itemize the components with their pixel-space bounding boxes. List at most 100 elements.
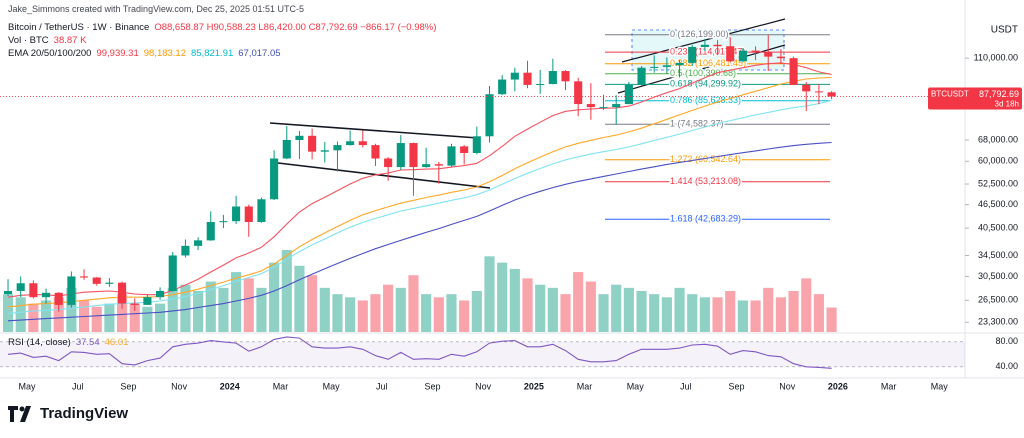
- candle-body: [371, 145, 380, 159]
- y-tick-label: 23,300.00: [978, 317, 1018, 327]
- volume-bar: [269, 262, 280, 332]
- volume-bar: [674, 287, 685, 332]
- volume-bar: [712, 297, 723, 332]
- candle-body: [219, 221, 228, 223]
- x-tick-label: Sep: [120, 381, 136, 391]
- x-tick-label: Jul: [680, 381, 692, 391]
- candle-body: [814, 91, 823, 93]
- candle-body: [54, 292, 63, 305]
- volume-bar: [522, 278, 533, 332]
- volume-bar: [763, 287, 774, 332]
- x-tick-label: May: [323, 381, 341, 391]
- candle-body: [789, 58, 798, 85]
- candle-body: [536, 84, 545, 86]
- currency-label: USDT: [991, 25, 1018, 36]
- candle-body: [624, 84, 633, 105]
- candle-body: [802, 84, 811, 92]
- price-tag: [928, 87, 1022, 110]
- volume-bar: [40, 300, 52, 332]
- volume-bar: [129, 303, 140, 332]
- fib-label: 1.618 (42,683.29): [670, 214, 741, 224]
- volume-bar: [813, 294, 824, 332]
- volume-bar: [535, 284, 546, 332]
- fib-label: 1.414 (53,213.08): [670, 176, 741, 186]
- y-tick-label: 30,500.00: [978, 271, 1018, 281]
- y-tick-label: 40,500.00: [978, 223, 1018, 233]
- x-tick-label: Nov: [171, 381, 188, 391]
- volume-bar: [281, 250, 292, 332]
- x-tick-label: 2026: [828, 381, 848, 391]
- ema-value: 99,939.31: [96, 48, 139, 59]
- candle-body: [156, 290, 165, 298]
- volume-bar: [319, 287, 330, 332]
- volume-bar: [2, 294, 14, 332]
- fib-label: 0.618 (94,299.92): [670, 79, 741, 89]
- volume-bar: [66, 287, 77, 332]
- volume-bar: [155, 303, 166, 332]
- volume-bar: [205, 281, 216, 332]
- volume-row: Vol · BTC 38.87 K: [8, 35, 91, 46]
- volume-bar: [687, 294, 698, 332]
- candle-body: [675, 62, 684, 66]
- volume-bar: [332, 294, 343, 332]
- candle-body: [181, 245, 190, 256]
- candle-body: [3, 290, 13, 295]
- volume-bar: [218, 287, 229, 332]
- candle-body: [523, 72, 532, 85]
- candle-body: [168, 255, 177, 291]
- candle-body: [130, 303, 139, 305]
- candle-body: [561, 71, 570, 82]
- volume-bar: [28, 303, 39, 332]
- candle-body: [92, 277, 101, 284]
- candle-body: [282, 140, 291, 159]
- candle-body: [738, 50, 747, 62]
- x-tick-label: May: [19, 381, 37, 391]
- candle-body: [726, 46, 735, 62]
- rsi-tick-label: 80.00: [995, 336, 1018, 346]
- volume-bar: [699, 297, 710, 332]
- candle-body: [650, 66, 659, 68]
- candle-body: [105, 282, 114, 284]
- volume-bar: [497, 262, 508, 332]
- price-tag-symbol: BTCUSDT: [931, 90, 969, 99]
- candle-body: [434, 164, 443, 166]
- volume-bar: [826, 307, 837, 332]
- volume-bar: [370, 294, 381, 332]
- volume-bar: [573, 272, 584, 332]
- candle-body: [194, 240, 203, 246]
- ema-value: 98,183.12: [143, 48, 186, 59]
- x-tick-label: Mar: [577, 381, 593, 391]
- symbol: Bitcoin / TetherUS · 1W · Binance: [8, 22, 150, 33]
- x-tick-label: Jul: [72, 381, 84, 391]
- candle-body: [472, 136, 481, 153]
- candle-body: [688, 46, 697, 63]
- volume-bar: [598, 294, 609, 332]
- candle-body: [498, 79, 507, 95]
- volume-bar: [775, 297, 786, 332]
- candle-body: [510, 72, 519, 80]
- volume-bar: [167, 287, 178, 332]
- volume-value: 38.87 K: [53, 35, 87, 46]
- candle-body: [751, 50, 760, 53]
- trend-line: [269, 122, 479, 139]
- volume-bar: [104, 303, 115, 332]
- fib-label: 1 (74,582.37): [670, 119, 724, 129]
- candle-body: [700, 44, 709, 47]
- candle-body: [257, 199, 266, 222]
- volume-bar: [15, 297, 26, 332]
- y-tick-label: 26,500.00: [978, 295, 1018, 305]
- candle-body: [308, 135, 317, 152]
- volume-bar: [547, 287, 558, 332]
- candle-body: [67, 276, 76, 305]
- candle-body: [358, 141, 367, 146]
- x-tick-label: Nov: [779, 381, 796, 391]
- y-tick-label: 68,000.00: [978, 134, 1018, 144]
- y-tick-label: 60,000.00: [978, 156, 1018, 166]
- volume-bar: [471, 291, 482, 332]
- x-tick-label: Nov: [475, 381, 492, 391]
- volume-bar: [725, 291, 736, 332]
- ema-value: 67,017.05: [238, 48, 281, 59]
- volume-bar: [459, 300, 470, 332]
- volume-bar: [788, 291, 799, 332]
